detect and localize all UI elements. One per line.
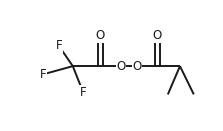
Text: F: F [40, 68, 47, 81]
Text: F: F [56, 39, 62, 53]
Text: O: O [132, 60, 141, 73]
Text: O: O [96, 29, 105, 42]
Text: F: F [80, 86, 87, 99]
Text: O: O [153, 29, 162, 42]
Text: O: O [117, 60, 126, 73]
